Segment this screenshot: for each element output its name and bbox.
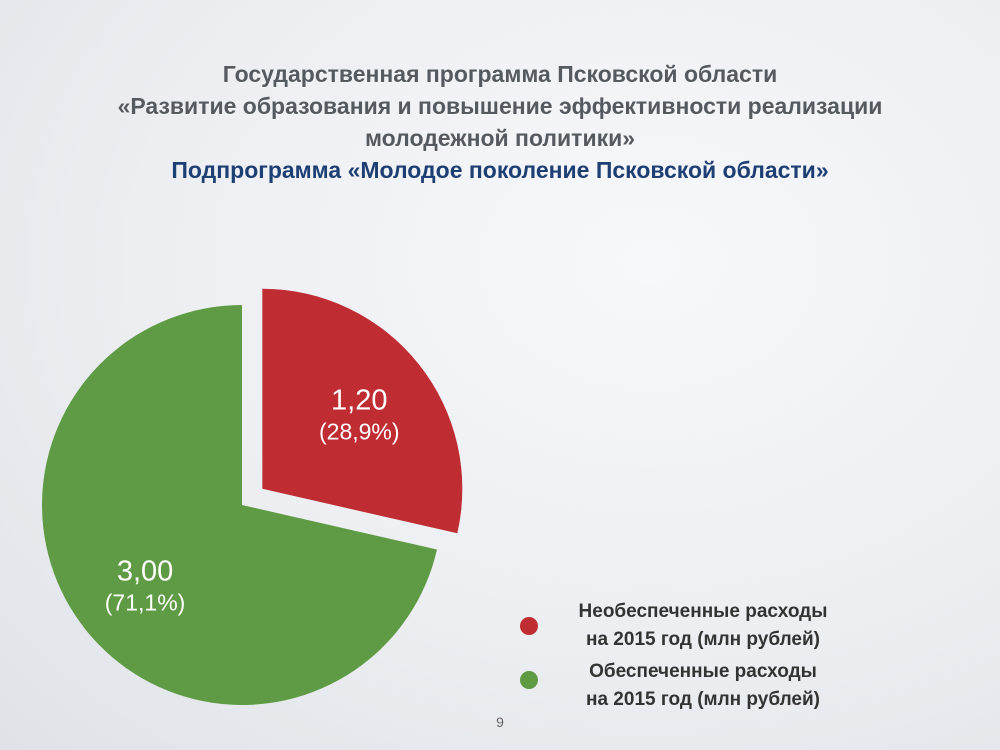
legend-marker-funded xyxy=(520,671,538,689)
legend-item-funded: Обеспеченные расходы на 2015 год (млн ру… xyxy=(520,658,880,718)
title-line-1: Государственная программа Псковской обла… xyxy=(222,61,778,87)
slice-percent-label-unfunded: (28,9%) xyxy=(319,418,400,444)
legend-label-unfunded-line1: Необеспеченные расходы xyxy=(578,601,828,622)
pie-slice-unfunded xyxy=(262,288,463,534)
slice-value-label-unfunded: 1,20 xyxy=(331,384,387,416)
slice-value-label-funded: 3,00 xyxy=(117,555,173,587)
title-line-2: «Развитие образования и повышение эффект… xyxy=(117,93,883,119)
title-line-3: молодежной политики» xyxy=(364,125,636,151)
legend-label-funded-line2: на 2015 год (млн рублей) xyxy=(585,689,820,710)
chart-legend: Необеспеченные расходы на 2015 год (млн … xyxy=(520,598,880,718)
legend-label-funded-line1: Обеспеченные расходы xyxy=(589,661,817,682)
slide-subtitle: Подпрограмма «Молодое поколение Псковско… xyxy=(171,157,829,183)
slide-title: Государственная программа Псковской обла… xyxy=(0,58,1000,186)
legend-label-unfunded-line2: на 2015 год (млн рублей) xyxy=(585,629,820,650)
slice-percent-label-funded: (71,1%) xyxy=(105,589,186,615)
legend-marker-unfunded xyxy=(520,617,538,635)
pie-slice-funded xyxy=(42,305,437,705)
legend-item-unfunded: Необеспеченные расходы на 2015 год (млн … xyxy=(520,598,880,658)
page-number: 9 xyxy=(496,714,504,730)
